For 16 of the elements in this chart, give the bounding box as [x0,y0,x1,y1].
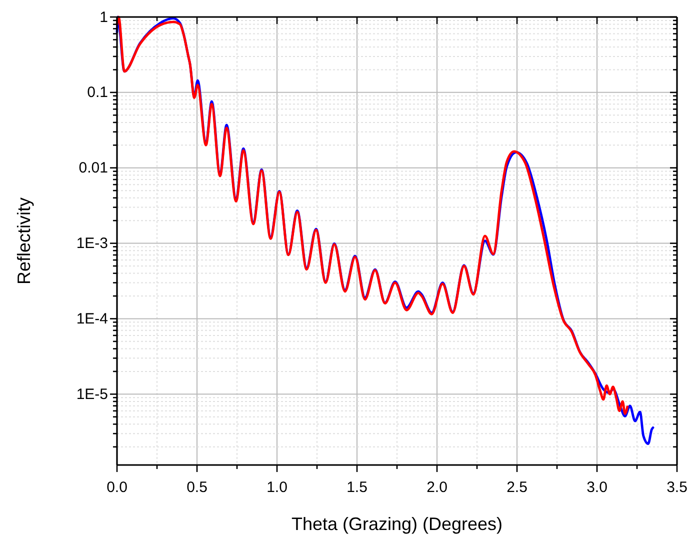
y-axis-title: Reflectivity [14,197,34,285]
x-tick-label: 0.5 [186,479,208,496]
y-tick-label: 0.01 [78,160,108,177]
x-tick-label: 3.0 [586,479,608,496]
y-tick-label: 1E-3 [76,235,108,252]
x-tick-label: 3.5 [666,479,688,496]
x-tick-label: 2.0 [426,479,448,496]
y-tick-label: 1E-4 [76,310,108,328]
x-tick-label: 1.5 [346,479,368,496]
x-tick-label: 2.5 [506,479,528,496]
y-tick-label: 0.1 [87,84,108,102]
x-tick-label: 0.0 [106,479,128,496]
y-tick-label: 1E-5 [76,386,108,403]
x-tick-label: 1.0 [266,479,288,496]
y-tick-label: 1 [100,8,108,26]
x-axis-title: Theta (Grazing) (Degrees) [291,514,503,534]
